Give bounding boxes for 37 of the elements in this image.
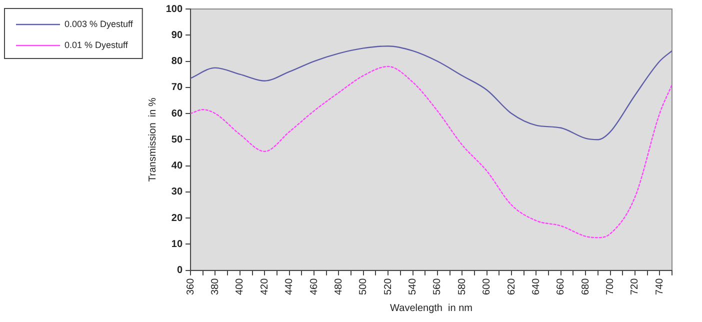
y-tick-label: 80: [171, 56, 183, 68]
x-tick-label: 400: [234, 278, 246, 296]
x-tick-label: 680: [580, 278, 592, 296]
y-tick-label: 70: [171, 82, 183, 94]
y-tick-label: 50: [171, 134, 183, 146]
x-tick-label: 700: [605, 278, 616, 296]
y-tick-label: 30: [171, 186, 183, 198]
x-tick-label: 420: [259, 278, 270, 296]
y-tick-label: 10: [171, 238, 183, 250]
legend-label: 0.003 % Dyestuff: [64, 18, 134, 29]
x-tick-label: 580: [456, 278, 468, 296]
x-tick-label: 640: [530, 278, 542, 296]
x-tick-label: 560: [432, 278, 444, 296]
x-tick-label: 540: [408, 278, 419, 296]
x-tick-label: 460: [308, 278, 320, 296]
x-tick-label: 480: [333, 278, 344, 296]
x-tick-label: 740: [654, 278, 666, 296]
line-series: [190, 66, 672, 238]
y-tick-label: 20: [171, 212, 183, 224]
x-tick-label: 600: [482, 278, 493, 296]
x-tick-label: 520: [382, 278, 394, 296]
y-tick-label: 100: [166, 4, 183, 15]
x-tick-label: 720: [630, 278, 641, 296]
x-axis-title: Wavelength in nm: [390, 302, 473, 314]
y-tick-label: 0: [176, 265, 183, 276]
legend-label: 0.01 % Dyestuff: [64, 40, 128, 50]
x-tick-label: 660: [556, 278, 567, 296]
x-tick-label: 360: [185, 278, 196, 296]
y-tick-label: 60: [171, 108, 183, 120]
x-tick-label: 380: [210, 278, 221, 296]
x-tick-label: 620: [506, 278, 518, 296]
y-tick-label: 40: [171, 160, 183, 172]
y-tick-label: 90: [171, 30, 183, 41]
y-axis-title: Transmission in %: [148, 98, 159, 182]
line-series: [190, 46, 672, 140]
x-tick-label: 500: [358, 278, 370, 296]
x-tick-label: 440: [284, 278, 296, 296]
